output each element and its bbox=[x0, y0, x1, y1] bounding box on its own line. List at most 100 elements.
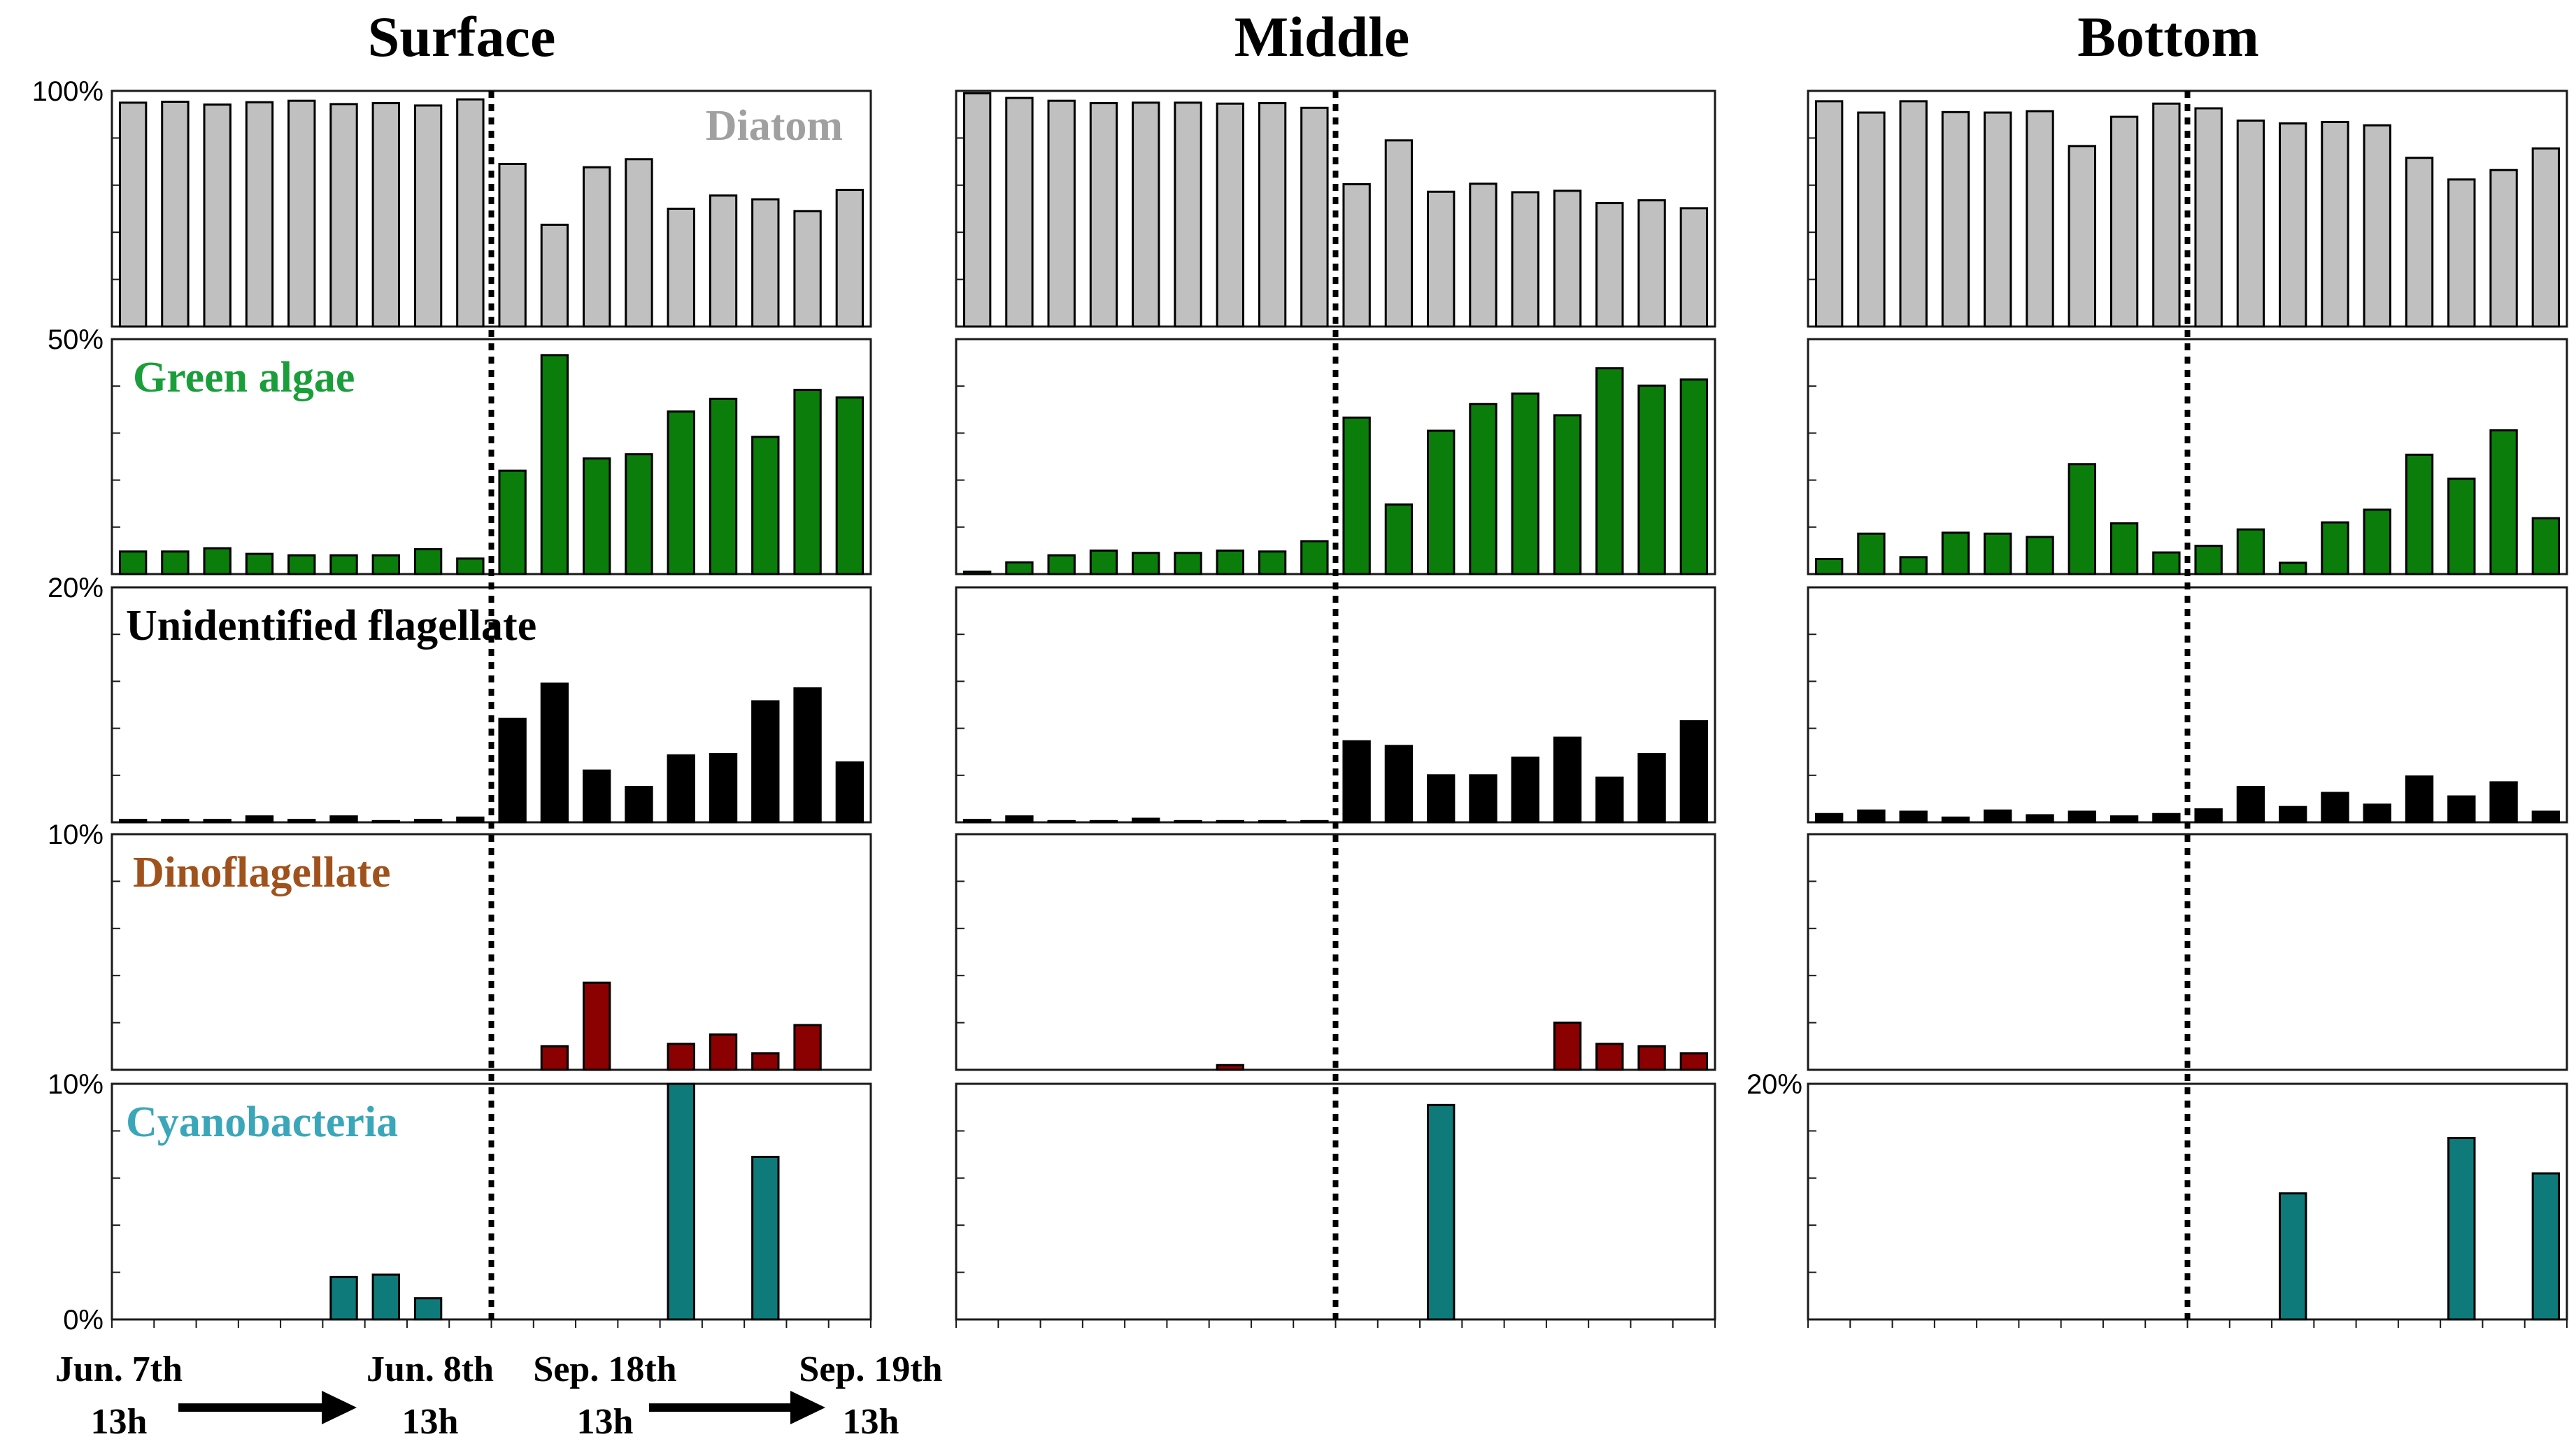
bar-surface-diatom-16 bbox=[793, 210, 822, 328]
x-label-date: Jun. 7th bbox=[55, 1350, 183, 1389]
column-title-surface: Surface bbox=[368, 5, 556, 69]
bar-bottom-green-algae-0 bbox=[1814, 557, 1844, 575]
bar-middle-cyanobacteria-11 bbox=[1427, 1103, 1456, 1321]
bar-bottom-unidentified-flagellate-8 bbox=[2152, 813, 2181, 824]
bar-middle-unidentified-flagellate-1 bbox=[1005, 815, 1034, 824]
bar-bottom-unidentified-flagellate-4 bbox=[1984, 809, 2012, 824]
bar-surface-diatom-3 bbox=[245, 101, 274, 328]
bar-bottom-green-algae-7 bbox=[2109, 522, 2139, 575]
bar-bottom-green-algae-16 bbox=[2489, 429, 2518, 575]
bar-middle-green-algae-2 bbox=[1047, 554, 1076, 575]
bar-middle-unidentified-flagellate-3 bbox=[1089, 819, 1118, 824]
bar-surface-unidentified-flagellate-0 bbox=[118, 819, 148, 824]
divider-layer bbox=[488, 91, 2191, 1319]
bar-bottom-unidentified-flagellate-1 bbox=[1857, 809, 1886, 824]
bar-middle-green-algae-16 bbox=[1637, 385, 1666, 575]
bar-middle-unidentified-flagellate-14 bbox=[1553, 736, 1582, 824]
bar-middle-unidentified-flagellate-9 bbox=[1342, 740, 1371, 824]
bar-surface-green-algae-8 bbox=[456, 557, 485, 575]
bar-middle-green-algae-11 bbox=[1427, 429, 1456, 575]
bar-middle-unidentified-flagellate-8 bbox=[1300, 819, 1329, 824]
bar-bottom-green-algae-5 bbox=[2026, 536, 2054, 575]
bar-bottom-diatom-14 bbox=[2405, 157, 2434, 328]
bar-surface-diatom-0 bbox=[118, 101, 148, 328]
bar-middle-diatom-12 bbox=[1469, 182, 1497, 328]
bar-bottom-unidentified-flagellate-13 bbox=[2363, 803, 2391, 824]
bar-bottom-unidentified-flagellate-14 bbox=[2405, 775, 2434, 824]
bar-bottom-diatom-6 bbox=[2068, 145, 2096, 328]
bar-surface-green-algae-6 bbox=[371, 554, 400, 575]
x-label-hour: 13h bbox=[402, 1402, 459, 1442]
bar-surface-unidentified-flagellate-2 bbox=[203, 819, 232, 824]
bar-bottom-diatom-16 bbox=[2489, 169, 2518, 328]
bar-surface-green-algae-14 bbox=[709, 397, 738, 575]
bar-surface-green-algae-2 bbox=[203, 547, 232, 575]
bar-surface-diatom-9 bbox=[498, 162, 527, 328]
bar-bottom-green-algae-4 bbox=[1984, 532, 2012, 575]
bar-bottom-green-algae-12 bbox=[2321, 521, 2349, 575]
bar-middle-diatom-1 bbox=[1005, 96, 1034, 328]
bar-middle-green-algae-10 bbox=[1384, 503, 1414, 575]
bar-surface-dinoflagellate-13 bbox=[667, 1043, 695, 1071]
bar-middle-unidentified-flagellate-0 bbox=[962, 819, 992, 824]
bar-bottom-diatom-4 bbox=[1984, 111, 2012, 328]
bar-bottom-diatom-1 bbox=[1857, 111, 1886, 328]
bar-bottom-diatom-2 bbox=[1899, 100, 1928, 328]
bar-middle-dinoflagellate-17 bbox=[1679, 1052, 1709, 1071]
bar-bottom-unidentified-flagellate-3 bbox=[1941, 816, 1970, 824]
bar-bottom-green-algae-8 bbox=[2152, 551, 2181, 575]
column-title-middle: Middle bbox=[1234, 5, 1410, 69]
bar-bottom-diatom-8 bbox=[2152, 102, 2181, 328]
bar-middle-green-algae-14 bbox=[1553, 414, 1582, 575]
bar-middle-diatom-8 bbox=[1300, 106, 1329, 328]
bar-middle-diatom-3 bbox=[1089, 102, 1118, 328]
bar-surface-dinoflagellate-16 bbox=[793, 1024, 822, 1071]
bar-surface-dinoflagellate-10 bbox=[540, 1045, 569, 1071]
bar-surface-green-algae-7 bbox=[413, 547, 443, 575]
bar-bottom-cyanobacteria-11 bbox=[2279, 1192, 2307, 1321]
bar-bottom-diatom-5 bbox=[2026, 110, 2054, 328]
bar-layer bbox=[118, 92, 2561, 1321]
bar-bottom-green-algae-1 bbox=[1857, 532, 1886, 575]
bar-bottom-green-algae-6 bbox=[2068, 463, 2096, 575]
bar-middle-dinoflagellate-6 bbox=[1216, 1064, 1244, 1071]
bar-bottom-green-algae-11 bbox=[2279, 561, 2307, 575]
bar-bottom-green-algae-13 bbox=[2363, 508, 2391, 575]
bar-surface-unidentified-flagellate-5 bbox=[329, 815, 358, 824]
y-tick-label-bottom-cyanobacteria: 20% bbox=[1746, 1069, 1802, 1100]
bar-surface-unidentified-flagellate-4 bbox=[287, 819, 316, 824]
bar-surface-dinoflagellate-11 bbox=[583, 981, 611, 1071]
bar-middle-diatom-9 bbox=[1342, 182, 1371, 328]
bar-middle-diatom-13 bbox=[1511, 191, 1539, 328]
bar-surface-diatom-13 bbox=[667, 208, 695, 328]
bar-surface-green-algae-0 bbox=[118, 550, 148, 575]
x-label-hour: 13h bbox=[577, 1402, 634, 1442]
bar-middle-diatom-4 bbox=[1132, 101, 1160, 328]
bar-middle-unidentified-flagellate-4 bbox=[1132, 817, 1160, 824]
bar-surface-diatom-6 bbox=[371, 102, 400, 328]
x-label-date: Jun. 8th bbox=[367, 1350, 494, 1389]
bar-surface-diatom-2 bbox=[203, 103, 232, 328]
y-tick-label: 100% bbox=[32, 76, 104, 107]
bar-surface-unidentified-flagellate-1 bbox=[161, 819, 190, 824]
bar-middle-green-algae-1 bbox=[1005, 561, 1034, 575]
bar-middle-green-algae-5 bbox=[1174, 552, 1202, 575]
bar-middle-green-algae-8 bbox=[1300, 540, 1329, 575]
bar-surface-unidentified-flagellate-6 bbox=[371, 819, 400, 824]
bar-bottom-diatom-13 bbox=[2363, 124, 2391, 328]
bar-middle-unidentified-flagellate-12 bbox=[1469, 774, 1497, 824]
bar-surface-diatom-4 bbox=[287, 99, 316, 328]
bar-middle-unidentified-flagellate-6 bbox=[1216, 819, 1244, 824]
bar-middle-dinoflagellate-14 bbox=[1553, 1022, 1582, 1071]
bar-surface-green-algae-1 bbox=[161, 550, 190, 575]
bar-surface-unidentified-flagellate-17 bbox=[835, 761, 864, 824]
y-tick-label: 20% bbox=[48, 573, 104, 603]
panel-layer bbox=[111, 90, 2568, 1328]
x-label-hour: 13h bbox=[843, 1402, 899, 1442]
bar-bottom-unidentified-flagellate-16 bbox=[2489, 781, 2518, 824]
bar-middle-green-algae-7 bbox=[1258, 550, 1287, 575]
bar-middle-green-algae-12 bbox=[1469, 403, 1497, 575]
bar-bottom-unidentified-flagellate-10 bbox=[2236, 786, 2265, 824]
bar-middle-green-algae-13 bbox=[1511, 392, 1539, 575]
bar-surface-diatom-5 bbox=[329, 103, 358, 328]
